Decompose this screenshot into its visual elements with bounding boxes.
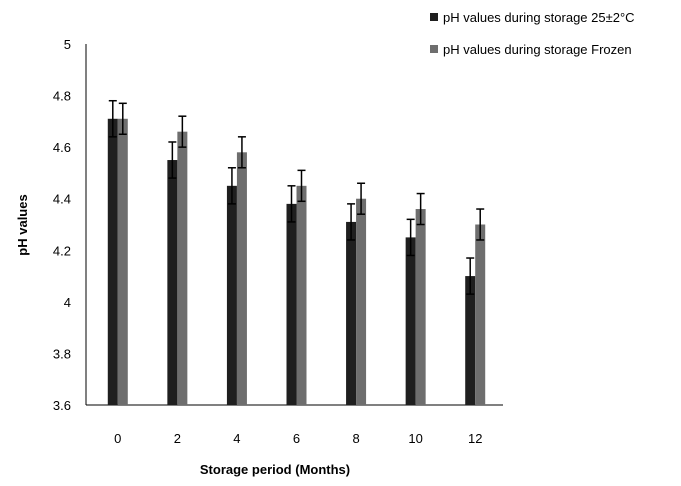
bar-series-1 — [286, 203, 297, 405]
bar-series-1 — [167, 160, 178, 405]
bar-series-2 — [117, 118, 128, 406]
y-tick-label: 4.8 — [53, 89, 71, 104]
y-tick-label: 4.2 — [53, 243, 71, 258]
bar-series-1 — [226, 185, 237, 405]
bar-series-1 — [405, 237, 416, 405]
y-tick-label: 4 — [64, 295, 71, 310]
y-tick-label: 4.6 — [53, 140, 71, 155]
bar-series-1 — [107, 118, 118, 406]
y-tick-label: 3.6 — [53, 398, 71, 413]
x-tick-label: 6 — [293, 431, 300, 446]
y-axis-title: pH values — [15, 194, 30, 255]
legend-label-series-2: pH values during storage Frozen — [443, 42, 632, 57]
bar-series-2 — [177, 131, 188, 405]
x-tick-label: 8 — [352, 431, 359, 446]
x-tick-label: 4 — [233, 431, 240, 446]
bar-series-2 — [415, 209, 426, 405]
y-tick-label: 4.4 — [53, 192, 71, 207]
bars — [107, 118, 486, 406]
legend: pH values during storage 25±2°C pH value… — [430, 10, 635, 57]
legend-swatch-series-1 — [430, 13, 438, 21]
x-tick-label: 0 — [114, 431, 121, 446]
bar-series-1 — [465, 276, 476, 405]
x-tick-label: 12 — [468, 431, 482, 446]
x-tick-label: 10 — [408, 431, 422, 446]
bar-series-2 — [236, 152, 247, 405]
y-tick-labels: 3.6 3.8 4 4.2 4.4 4.6 4.8 5 — [53, 37, 71, 413]
x-axis-title: Storage period (Months) — [200, 462, 350, 477]
legend-swatch-series-2 — [430, 45, 438, 53]
legend-label-series-1: pH values during storage 25±2°C — [443, 10, 635, 25]
y-tick-label: 5 — [64, 37, 71, 52]
bar-series-2 — [356, 198, 367, 405]
bar-series-2 — [475, 224, 486, 405]
x-tick-labels: 0 2 4 6 8 10 12 — [114, 431, 482, 446]
y-tick-label: 3.8 — [53, 346, 71, 361]
error-bars — [108, 99, 485, 295]
bar-series-1 — [346, 221, 357, 405]
x-tick-label: 2 — [174, 431, 181, 446]
bar-series-2 — [296, 185, 307, 405]
